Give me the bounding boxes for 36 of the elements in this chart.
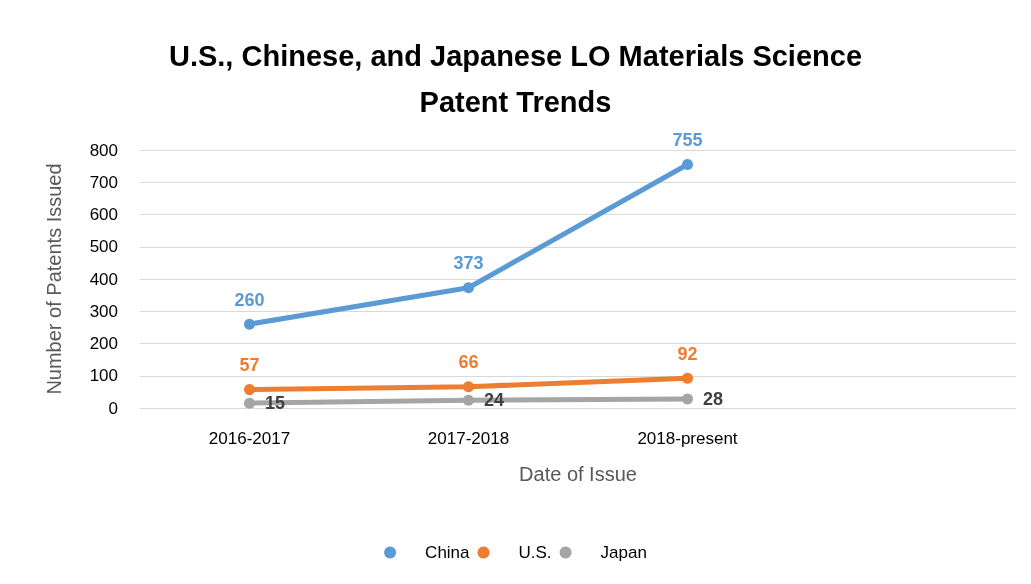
data-label: 373 [453,253,484,274]
y-tick-label: 200 [89,334,118,353]
point [463,381,474,393]
x-tick-label: 2018-present [637,429,738,448]
y-tick-label: 300 [89,301,118,321]
y-tick-label: 100 [89,366,118,386]
data-label: 66 [458,352,479,373]
y-tick-label: 800 [89,140,118,160]
point [682,372,693,384]
data-label: 15 [265,393,286,414]
y-tick-label: 0 [108,398,118,418]
data-label: 260 [234,289,265,310]
data-label: 57 [239,355,260,376]
y-tick-label: 600 [89,205,118,224]
y-tick-label: 500 [89,237,118,257]
y-axis-title: Number of Patents Issued [43,163,65,395]
point [463,282,474,294]
x-tick-label: 2017-2018 [427,429,510,448]
y-tick-label: 400 [89,269,118,289]
data-label: 92 [677,343,698,364]
legend-label: U.S. [518,543,552,562]
chart-title: U.S., Chinese, and Japanese LO Materials Science Patent Trends [168,40,863,118]
data-label: 24 [484,390,505,411]
y-tick-label: 700 [89,172,118,192]
x-tick-label: 2016-2017 [208,429,291,448]
point [463,394,474,406]
x-axis-title: Date of Issue [519,463,637,485]
legend-label: Japan [600,543,647,562]
point [244,397,255,409]
legend-label: China [425,543,471,562]
point [682,393,693,405]
point [244,318,255,330]
point [244,384,255,396]
point [682,159,693,171]
data-label: 28 [703,388,724,409]
data-label: 755 [672,130,703,151]
